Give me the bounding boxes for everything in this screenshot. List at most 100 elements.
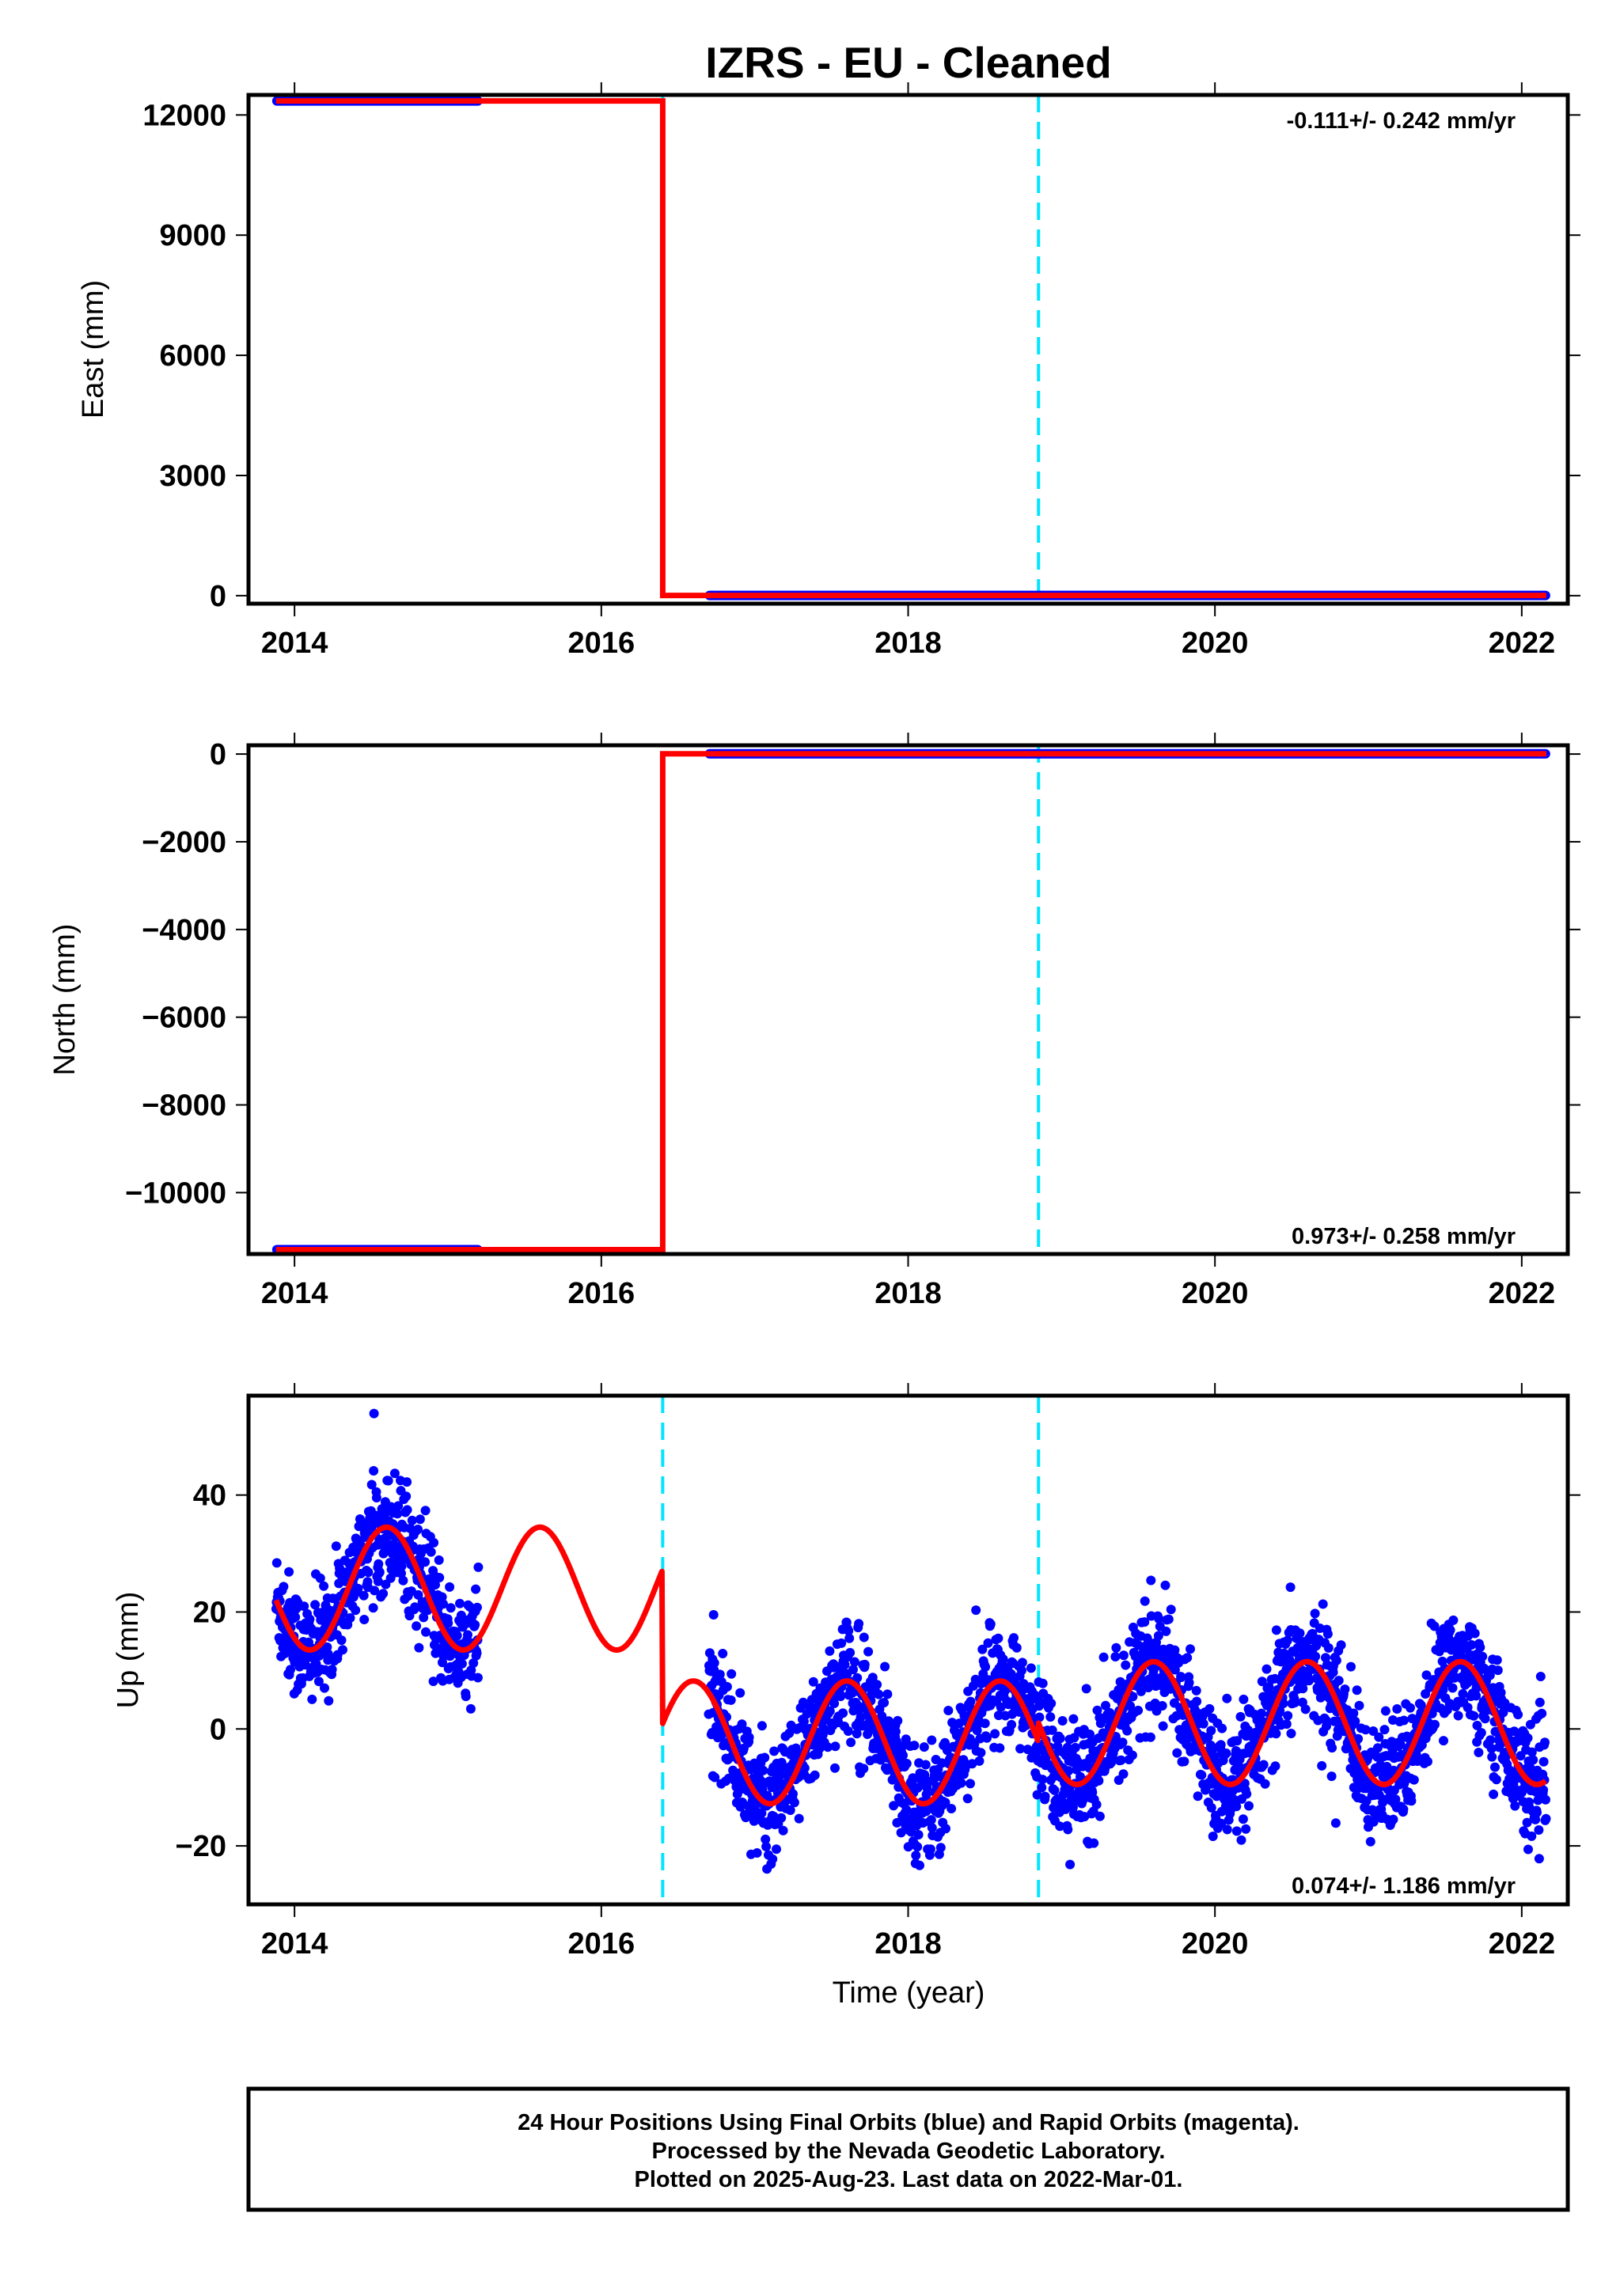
data-point: [437, 1592, 447, 1602]
data-point: [389, 1468, 400, 1479]
data-point: [1111, 1642, 1121, 1653]
data-point: [741, 1813, 751, 1823]
data-point: [1388, 1814, 1398, 1824]
data-point: [1531, 1814, 1541, 1824]
plot-frame: [246, 93, 1570, 606]
data-point: [345, 1613, 355, 1623]
data-point: [1527, 1747, 1537, 1757]
data-point: [983, 1638, 993, 1648]
data-point: [849, 1657, 859, 1667]
data-point: [752, 1848, 762, 1858]
data-point: [920, 1760, 931, 1770]
data-point: [836, 1692, 846, 1702]
data-point: [844, 1633, 855, 1643]
data-point: [976, 1748, 986, 1758]
data-point: [1474, 1748, 1484, 1757]
data-point: [898, 1750, 908, 1760]
x-tick-label: 2016: [568, 627, 635, 660]
data-point: [279, 1582, 289, 1592]
data-point: [1007, 1719, 1017, 1730]
data-point: [859, 1659, 870, 1669]
data-point: [396, 1561, 407, 1571]
data-point: [1116, 1755, 1126, 1765]
data-point: [383, 1476, 393, 1486]
data-point: [1523, 1733, 1533, 1743]
y-tick-label: −4000: [142, 914, 226, 947]
data-point: [1065, 1859, 1076, 1870]
data-point: [434, 1555, 444, 1565]
data-point: [431, 1580, 440, 1590]
data-point: [909, 1741, 920, 1751]
data-point: [374, 1567, 385, 1578]
y-tick-label: −8000: [142, 1089, 226, 1123]
data-point: [1217, 1723, 1227, 1733]
data-point: [1486, 1744, 1497, 1754]
data-point: [1085, 1730, 1095, 1739]
x-tick-label: 2016: [568, 1277, 635, 1310]
data-point: [331, 1541, 341, 1552]
data-point: [284, 1567, 294, 1577]
data-point: [1206, 1726, 1216, 1736]
footer-line-2: Processed by the Nevada Geodetic Laborat…: [652, 2139, 1166, 2164]
data-point: [1535, 1672, 1546, 1681]
data-point: [1095, 1811, 1105, 1821]
data-point: [956, 1778, 966, 1788]
data-point: [1037, 1783, 1047, 1793]
data-point: [848, 1665, 858, 1675]
data-point: [320, 1683, 329, 1693]
y-tick-label: −20: [176, 1830, 226, 1863]
plot-frame: [246, 743, 1570, 1256]
data-point: [338, 1645, 347, 1655]
data-point: [1118, 1769, 1129, 1779]
y-tick-label: 0: [210, 738, 226, 771]
data-point: [761, 1834, 771, 1844]
data-point: [1140, 1596, 1150, 1606]
data-point: [977, 1644, 988, 1654]
data-point: [1231, 1826, 1242, 1836]
data-point: [995, 1743, 1005, 1753]
data-point: [1144, 1683, 1153, 1692]
data-point: [370, 1586, 380, 1596]
data-point: [1011, 1642, 1022, 1653]
data-point: [1336, 1640, 1346, 1650]
plot-area: [271, 1396, 1551, 1904]
data-point: [1541, 1813, 1551, 1824]
y-axis-label: Up (mm): [112, 1592, 145, 1709]
y-tick-label: −2000: [142, 826, 226, 859]
data-point: [1158, 1721, 1168, 1731]
x-tick-label: 2022: [1489, 627, 1556, 660]
data-point: [1170, 1645, 1180, 1655]
velocity-label: -0.111+/- 0.242 mm/yr: [1287, 108, 1516, 134]
data-point: [966, 1779, 975, 1789]
data-point: [1528, 1755, 1538, 1765]
data-point: [1238, 1814, 1248, 1824]
data-point: [785, 1805, 795, 1815]
x-tick-label: 2020: [1182, 627, 1249, 660]
data-point: [1392, 1704, 1402, 1714]
data-point: [471, 1584, 481, 1594]
data-point: [882, 1689, 893, 1699]
data-point: [1161, 1626, 1171, 1636]
data-point: [290, 1612, 301, 1622]
data-point: [1349, 1708, 1359, 1718]
data-point: [967, 1759, 977, 1769]
data-point: [1055, 1821, 1065, 1832]
data-point: [1439, 1736, 1448, 1746]
data-points: [271, 748, 1550, 1254]
velocity-label: 0.973+/- 0.258 mm/yr: [1292, 1224, 1516, 1249]
data-point: [1179, 1756, 1189, 1767]
y-tick-label: 0: [210, 1713, 226, 1746]
data-point: [837, 1638, 847, 1648]
data-point: [1038, 1678, 1048, 1688]
data-point: [1221, 1749, 1231, 1758]
data-point: [374, 1559, 384, 1569]
data-point: [788, 1789, 798, 1799]
data-point: [434, 1573, 445, 1582]
data-point: [1115, 1677, 1125, 1687]
data-point: [1163, 1614, 1174, 1624]
data-point: [1489, 1789, 1499, 1799]
data-point: [1346, 1661, 1356, 1672]
data-point: [1423, 1756, 1432, 1767]
data-point: [1350, 1716, 1360, 1726]
data-point: [1510, 1801, 1520, 1811]
